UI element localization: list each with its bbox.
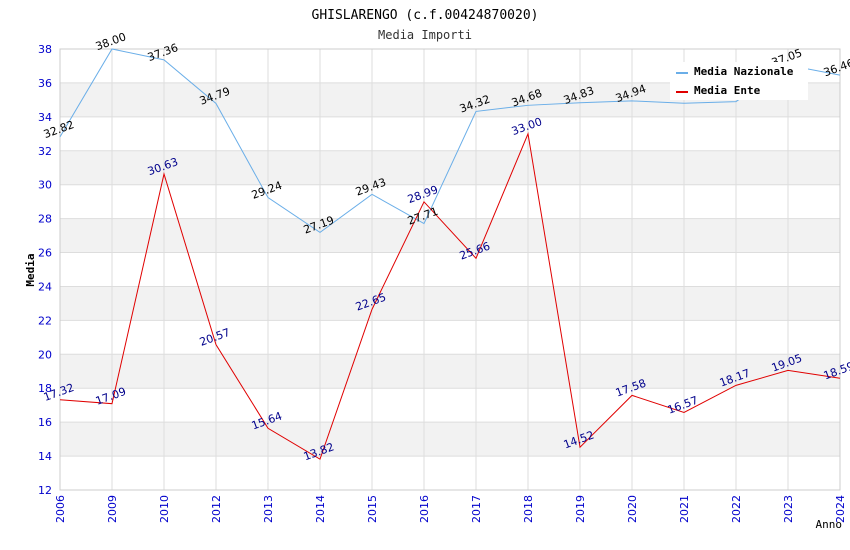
plot-band	[60, 286, 840, 321]
y-tick-label: 18	[38, 382, 52, 395]
x-tick-label: 2018	[522, 495, 535, 523]
chart-subtitle: Media Importi	[378, 28, 472, 42]
legend-box	[670, 62, 808, 100]
plot-band	[60, 422, 840, 457]
plot-band	[60, 218, 840, 253]
legend-label-media-nazionale: Media Nazionale	[694, 65, 794, 78]
y-tick-label: 32	[38, 145, 52, 158]
x-tick-label: 2016	[418, 495, 431, 523]
plot-band	[60, 320, 840, 355]
y-tick-label: 30	[38, 179, 52, 192]
y-axis-ticks: 12 14 16 18 20 22 24 26 28 30 32 34 36 38	[38, 43, 52, 497]
plot-band	[60, 184, 840, 219]
y-tick-label: 20	[38, 348, 52, 361]
background-bands	[60, 49, 840, 490]
plot-frame	[59, 48, 841, 491]
legend-label-media-ente: Media Ente	[694, 84, 761, 97]
y-tick-label: 34	[38, 111, 52, 124]
x-tick-label: 2021	[678, 495, 691, 523]
x-tick-label: 2024	[834, 495, 847, 523]
x-tick-label: 2015	[366, 495, 379, 523]
plot-band	[60, 116, 840, 151]
x-tick-label: 2009	[106, 495, 119, 523]
x-tick-label: 2023	[782, 495, 795, 523]
x-axis-label: Anno	[816, 518, 843, 531]
y-tick-label: 12	[38, 484, 52, 497]
x-tick-label: 2017	[470, 495, 483, 523]
y-tick-label: 36	[38, 77, 52, 90]
legend: Media Nazionale Media Ente	[670, 62, 808, 100]
x-tick-label: 2014	[314, 495, 327, 523]
series-line-media-ente	[59, 132, 841, 460]
chart-title: GHISLARENGO (c.f.00424870020)	[312, 8, 539, 23]
x-tick-label: 2010	[158, 495, 171, 523]
x-axis-ticks: 2006 2009 2010 2012 2013 2014 2015 2016 2017 2018…	[54, 495, 847, 523]
plot-band	[60, 252, 840, 287]
x-tick-label: 2012	[210, 495, 223, 523]
y-tick-label: 26	[38, 247, 52, 260]
y-tick-label: 38	[38, 43, 52, 56]
y-tick-label: 22	[38, 314, 52, 327]
y-tick-label: 14	[38, 450, 52, 463]
plot-band	[60, 388, 840, 423]
series-line-media-nazionale	[59, 48, 841, 233]
series-lines	[59, 48, 841, 460]
x-tick-label: 2013	[262, 495, 275, 523]
y-tick-label: 16	[38, 416, 52, 429]
x-tick-label: 2022	[730, 495, 743, 523]
x-tick-label: 2019	[574, 495, 587, 523]
y-axis-label: Media	[24, 253, 37, 286]
plot-band	[60, 354, 840, 389]
x-tick-label: 2020	[626, 495, 639, 523]
y-tick-label: 24	[38, 280, 52, 293]
y-tick-label: 28	[38, 213, 52, 226]
plot-band	[60, 456, 840, 490]
x-tick-label: 2006	[54, 495, 67, 523]
grid-lines	[59, 48, 841, 491]
